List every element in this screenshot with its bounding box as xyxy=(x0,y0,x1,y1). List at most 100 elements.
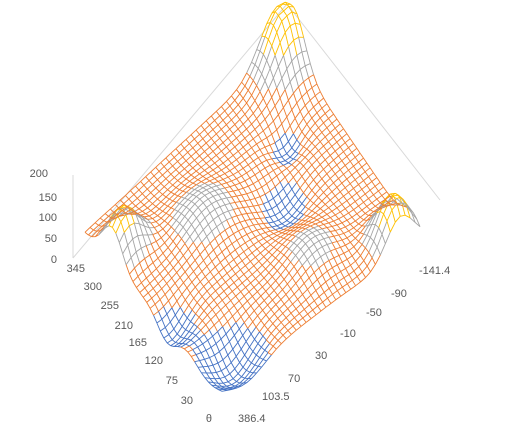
surface-segment xyxy=(326,173,331,179)
surface-segment xyxy=(187,349,193,353)
surface-segment xyxy=(167,273,173,279)
surface-segment xyxy=(262,39,269,55)
surface-segment xyxy=(145,221,152,224)
surface-segment xyxy=(257,98,264,107)
surface-segment xyxy=(297,317,304,323)
surface-segment xyxy=(293,266,298,272)
surface-segment xyxy=(249,199,254,207)
surface-segment xyxy=(227,354,232,363)
surface-segment xyxy=(100,227,104,231)
surface-segment xyxy=(177,156,183,162)
surface-segment xyxy=(369,224,376,238)
surface-segment xyxy=(291,188,296,196)
surface-segment xyxy=(386,220,391,233)
surface-segment xyxy=(276,225,281,229)
surface-segment xyxy=(396,196,401,200)
surface-segment xyxy=(189,180,194,184)
surface-segment xyxy=(303,192,308,198)
surface-segment xyxy=(249,239,254,245)
surface-segment xyxy=(286,3,291,6)
surface-segment xyxy=(355,237,360,242)
surface-segment xyxy=(266,183,271,192)
surface-segment xyxy=(259,80,266,92)
surface-segment xyxy=(185,178,190,182)
surface-segment xyxy=(291,215,296,219)
surface-segment xyxy=(301,123,308,132)
surface-segment xyxy=(314,193,319,199)
surface-segment xyxy=(284,207,289,213)
surface-segment xyxy=(349,223,354,229)
surface-segment xyxy=(279,97,284,108)
surface-segment xyxy=(269,216,274,223)
surface-segment xyxy=(253,305,260,312)
surface-segment xyxy=(244,180,249,187)
surface-segment xyxy=(204,377,209,383)
surface-segment xyxy=(211,187,216,191)
surface-segment xyxy=(354,201,359,207)
surface-segment xyxy=(309,174,314,181)
surface-segment xyxy=(159,330,165,339)
surface-segment xyxy=(289,118,296,127)
surface-segment xyxy=(262,125,269,132)
surface-segment xyxy=(229,253,235,260)
surface-segment xyxy=(315,290,320,297)
surface-segment xyxy=(187,171,192,176)
surface-segment xyxy=(218,212,224,217)
surface-segment xyxy=(303,277,310,284)
surface-segment xyxy=(135,201,141,207)
surface-segment xyxy=(294,151,299,154)
surface-segment xyxy=(274,138,281,144)
surface-segment xyxy=(361,220,368,227)
surface-segment xyxy=(195,306,201,315)
surface-segment xyxy=(349,179,356,185)
surface-segment xyxy=(162,189,168,195)
surface-segment xyxy=(305,216,311,222)
surface-segment xyxy=(299,105,306,112)
surface-segment xyxy=(221,198,226,206)
surface-segment xyxy=(269,190,274,199)
surface-segment xyxy=(237,171,242,177)
surface-segment xyxy=(324,178,331,184)
surface-segment xyxy=(290,261,295,267)
surface-segment xyxy=(293,242,298,246)
surface-segment xyxy=(232,373,239,380)
surface-segment xyxy=(165,232,171,238)
surface-segment xyxy=(172,161,178,167)
surface-segment xyxy=(224,387,229,390)
surface-segment xyxy=(304,151,311,158)
surface-segment xyxy=(234,249,240,256)
surface-segment xyxy=(344,204,351,210)
surface-segment xyxy=(224,170,231,174)
surface-segment xyxy=(358,184,363,190)
surface-segment xyxy=(296,230,301,233)
surface-segment xyxy=(373,212,378,217)
surface-segment xyxy=(298,233,305,239)
surface-segment xyxy=(264,22,271,37)
surface-segment xyxy=(313,133,318,138)
surface-segment xyxy=(261,211,266,219)
surface-segment xyxy=(241,256,248,262)
surface-segment xyxy=(158,311,163,320)
surface-segment xyxy=(265,339,271,344)
surface-segment xyxy=(283,234,289,239)
surface-segment xyxy=(137,235,142,249)
surface-segment xyxy=(326,225,333,229)
surface-segment xyxy=(288,5,294,8)
surface-segment xyxy=(404,202,409,207)
surface-segment xyxy=(250,326,257,335)
surface-segment xyxy=(303,77,309,83)
surface-segment xyxy=(106,217,113,223)
surface-segment xyxy=(224,202,231,206)
surface-segment xyxy=(237,342,242,350)
surface-segment xyxy=(270,240,276,246)
surface-segment xyxy=(213,215,219,220)
surface-segment xyxy=(313,74,318,85)
surface-segment xyxy=(140,201,145,206)
surface-segment xyxy=(281,78,286,90)
surface-segment xyxy=(271,32,278,47)
surface-segment xyxy=(184,345,190,350)
surface-segment xyxy=(246,193,251,201)
surface-segment xyxy=(276,264,283,272)
surface-segment xyxy=(366,218,371,221)
surface-segment xyxy=(241,193,247,196)
